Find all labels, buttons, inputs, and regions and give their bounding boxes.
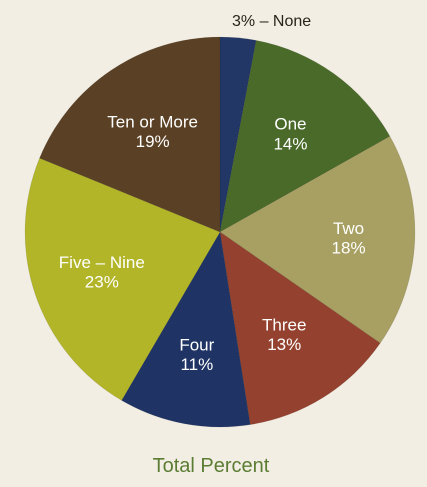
pie-slice-ten-or-more bbox=[39, 36, 221, 233]
slice-percent-two: 18% bbox=[332, 239, 366, 258]
pie-slice-none bbox=[219, 36, 257, 233]
slice-percent-three: 13% bbox=[267, 335, 301, 354]
slice-percent-ten-or-more: 19% bbox=[136, 132, 170, 151]
pie-slice-three bbox=[219, 231, 381, 425]
slice-name-four: Four bbox=[179, 336, 214, 355]
pie-slice-one bbox=[219, 40, 391, 233]
slice-name-ten-or-more: Ten or More bbox=[107, 113, 198, 132]
slice-name-five-nine: Five – Nine bbox=[59, 253, 145, 272]
pie-slice-five-nine bbox=[24, 157, 221, 401]
slice-name-two: Two bbox=[333, 219, 364, 238]
slice-percent-five-nine: 23% bbox=[85, 273, 119, 292]
chart-caption: Total Percent bbox=[153, 455, 270, 477]
pie-slices bbox=[24, 36, 416, 428]
pie-slice-two bbox=[219, 135, 416, 344]
slice-label-ten-or-more: Ten or More 19% bbox=[107, 113, 198, 152]
pie-slice-four bbox=[121, 231, 251, 428]
slice-percent-one: 14% bbox=[273, 134, 307, 153]
pie-labels: 3% – None One 14% Two 18% Three 13% Four 11% Five… bbox=[59, 13, 366, 374]
slice-label-two: Two 18% bbox=[332, 219, 366, 258]
slice-label-none: 3% – None bbox=[232, 13, 311, 30]
slice-percent-four: 11% bbox=[180, 355, 213, 374]
slice-label-one: One 14% bbox=[273, 115, 307, 154]
slice-label-four: Four 11% bbox=[179, 336, 214, 375]
slice-label-five-nine: Five – Nine 23% bbox=[59, 253, 145, 292]
slice-label-three: Three 13% bbox=[262, 315, 306, 354]
slice-name-three: Three bbox=[262, 315, 306, 334]
slice-name-one: One bbox=[274, 115, 306, 134]
